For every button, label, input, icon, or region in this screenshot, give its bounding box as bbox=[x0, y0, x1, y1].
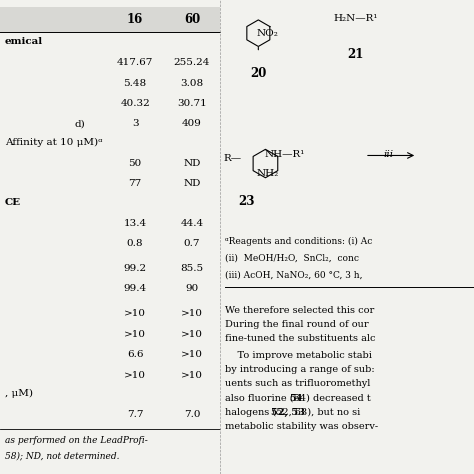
Text: 44.4: 44.4 bbox=[181, 219, 203, 228]
Text: 23: 23 bbox=[238, 195, 255, 208]
Text: 21: 21 bbox=[347, 48, 364, 61]
Text: 0.8: 0.8 bbox=[127, 239, 143, 248]
Text: ᵅReagents and conditions: (i) Ac: ᵅReagents and conditions: (i) Ac bbox=[225, 237, 373, 246]
Text: 50: 50 bbox=[128, 159, 142, 168]
FancyBboxPatch shape bbox=[0, 7, 220, 32]
Text: 90: 90 bbox=[185, 284, 199, 293]
Text: as performed on the LeadProfi-: as performed on the LeadProfi- bbox=[5, 436, 147, 445]
Text: iii: iii bbox=[383, 150, 394, 158]
Text: 60: 60 bbox=[184, 13, 200, 26]
Text: 52, 53: 52, 53 bbox=[271, 408, 305, 417]
Text: 40.32: 40.32 bbox=[120, 99, 150, 108]
Text: uents such as trifluoromethyl: uents such as trifluoromethyl bbox=[225, 380, 371, 388]
Text: 30.71: 30.71 bbox=[177, 99, 207, 108]
Text: d): d) bbox=[74, 119, 85, 128]
Text: ND: ND bbox=[183, 159, 201, 168]
Text: 85.5: 85.5 bbox=[181, 264, 203, 273]
Text: 409: 409 bbox=[182, 119, 202, 128]
Text: (ii)  MeOH/H₂O,  SnCl₂,  conc: (ii) MeOH/H₂O, SnCl₂, conc bbox=[225, 254, 359, 263]
Text: 20: 20 bbox=[250, 67, 266, 80]
Text: 0.7: 0.7 bbox=[184, 239, 200, 248]
Text: >10: >10 bbox=[124, 371, 146, 380]
Text: 7.7: 7.7 bbox=[127, 410, 143, 419]
Text: halogens (52, 53), but no si: halogens (52, 53), but no si bbox=[225, 408, 360, 417]
Text: (iii) AcOH, NaNO₂, 60 °C, 3 h,: (iii) AcOH, NaNO₂, 60 °C, 3 h, bbox=[225, 271, 363, 279]
Text: 3.08: 3.08 bbox=[181, 79, 203, 88]
Text: fine-tuned the substituents alc: fine-tuned the substituents alc bbox=[225, 335, 376, 343]
Text: Affinity at 10 μM)ᵅ: Affinity at 10 μM)ᵅ bbox=[5, 138, 102, 147]
Text: 13.4: 13.4 bbox=[124, 219, 146, 228]
Text: 6.6: 6.6 bbox=[127, 350, 143, 359]
Text: >10: >10 bbox=[181, 310, 203, 319]
Text: CE: CE bbox=[5, 198, 21, 207]
Text: 417.67: 417.67 bbox=[117, 58, 153, 67]
Text: >10: >10 bbox=[181, 371, 203, 380]
Text: 5.48: 5.48 bbox=[124, 79, 146, 88]
Text: 16: 16 bbox=[127, 13, 143, 26]
Text: >10: >10 bbox=[181, 330, 203, 339]
Text: 99.2: 99.2 bbox=[124, 264, 146, 273]
Text: NH—R¹: NH—R¹ bbox=[264, 150, 305, 158]
Text: >10: >10 bbox=[124, 310, 146, 319]
Text: NH₂: NH₂ bbox=[257, 169, 279, 177]
Text: 54: 54 bbox=[290, 394, 303, 402]
Text: , μM): , μM) bbox=[5, 389, 33, 398]
Text: ND: ND bbox=[183, 179, 201, 188]
Text: 3: 3 bbox=[132, 119, 138, 128]
Text: 99.4: 99.4 bbox=[124, 284, 146, 293]
Text: During the final round of our: During the final round of our bbox=[225, 320, 369, 329]
Text: H₂N—R¹: H₂N—R¹ bbox=[333, 15, 378, 23]
Text: >10: >10 bbox=[181, 350, 203, 359]
Text: R—: R— bbox=[223, 155, 241, 163]
Text: metabolic stability was observ-: metabolic stability was observ- bbox=[225, 422, 378, 431]
Text: 7.0: 7.0 bbox=[184, 410, 200, 419]
Text: also fluorine (54) decreased t: also fluorine (54) decreased t bbox=[225, 394, 371, 402]
Text: 255.24: 255.24 bbox=[174, 58, 210, 67]
Text: NO₂: NO₂ bbox=[257, 29, 279, 37]
Text: 58); ND, not determined.: 58); ND, not determined. bbox=[5, 451, 119, 460]
Text: We therefore selected this cor: We therefore selected this cor bbox=[225, 306, 374, 315]
Text: To improve metabolic stabi: To improve metabolic stabi bbox=[225, 351, 372, 360]
Text: >10: >10 bbox=[124, 330, 146, 339]
Text: 77: 77 bbox=[128, 179, 142, 188]
Text: by introducing a range of sub:: by introducing a range of sub: bbox=[225, 365, 375, 374]
Text: emical: emical bbox=[5, 37, 43, 46]
